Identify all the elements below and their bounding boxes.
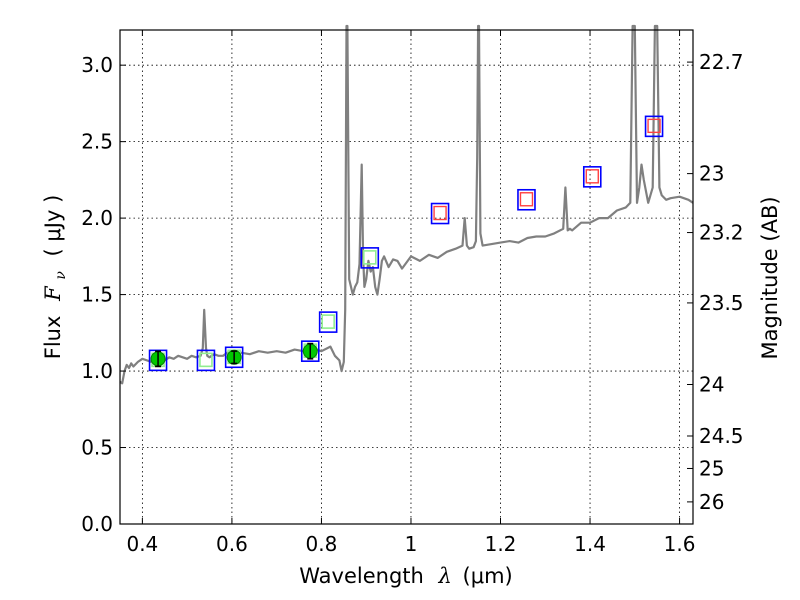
y-axis-label-symbol: F — [41, 285, 65, 302]
x-tick-label: 1.4 — [574, 532, 606, 556]
y-axis-label-unit: ( μJy ) — [41, 195, 65, 257]
x-tick-label: 1.6 — [664, 532, 696, 556]
y2-tick-label: 23.5 — [699, 291, 744, 315]
y2-tick-label: 23 — [699, 162, 724, 186]
x-tick-label: 1 — [405, 532, 418, 556]
y-tick-label: 2.5 — [81, 130, 113, 154]
y-tick-label: 1.0 — [81, 359, 113, 383]
model-point-blue-box — [300, 340, 320, 362]
y-tick-label: 3.0 — [81, 53, 113, 77]
model-point-blue-box — [224, 346, 244, 369]
x-tick-label: 0.8 — [306, 532, 338, 556]
axis-ticks: 0.4 0.6 0.8 1 1.2 1.4 1.6 0.0 0.5 1.0 1.5 2.0 2.5 3.0… — [81, 30, 744, 556]
y-axis-label-subscript: ν — [53, 271, 69, 280]
y2-tick-label: 24 — [699, 373, 724, 397]
model-point — [519, 192, 534, 207]
y2-axis-label: Magnitude (AB) — [758, 196, 782, 359]
model-point — [199, 352, 213, 368]
y2-tick-label: 26 — [699, 490, 724, 514]
plot-frame — [119, 29, 694, 525]
y-axis-label-text: Flux — [41, 316, 65, 360]
model-point-blue-box — [430, 202, 450, 225]
x-axis-label: Wavelength λ (μm) — [299, 564, 512, 588]
spectrum-series — [119, 24, 694, 385]
model-point-blue-box — [196, 349, 216, 372]
model-point-blue-box — [517, 188, 536, 211]
y-tick-label: 0.5 — [81, 436, 113, 460]
model-point-blue-box — [148, 349, 168, 372]
y-tick-label: 1.5 — [81, 283, 113, 307]
x-tick-label: 0.6 — [216, 532, 248, 556]
model-point-blue-box — [318, 311, 338, 333]
y2-tick-label: 23.2 — [699, 221, 744, 245]
model-point — [433, 205, 447, 221]
y2-tick-label: 25 — [699, 456, 724, 480]
model-point-blue-box — [360, 247, 380, 269]
model-point — [362, 250, 377, 265]
x-axis-label-unit: (μm) — [463, 564, 513, 588]
model-point — [647, 118, 661, 134]
model-point — [585, 169, 599, 184]
y-axis-label: Flux F ν ( μJy ) — [41, 195, 70, 360]
y-tick-label: 2.0 — [81, 206, 113, 230]
y2-tick-label: 22.7 — [699, 50, 744, 74]
x-tick-label: 0.4 — [126, 532, 158, 556]
y2-tick-label: 24.5 — [699, 424, 744, 448]
model-point — [321, 314, 335, 329]
x-axis-label-symbol: λ — [438, 564, 452, 588]
model-point-blue-box — [644, 115, 664, 138]
x-tick-label: 1.2 — [485, 532, 517, 556]
x-axis-label-text: Wavelength — [299, 564, 424, 588]
y-tick-label: 0.0 — [81, 512, 113, 536]
photometry-markers — [148, 115, 664, 372]
model-point-blue-box — [582, 166, 602, 188]
grid — [120, 30, 693, 525]
spectrum-line — [119, 24, 694, 385]
